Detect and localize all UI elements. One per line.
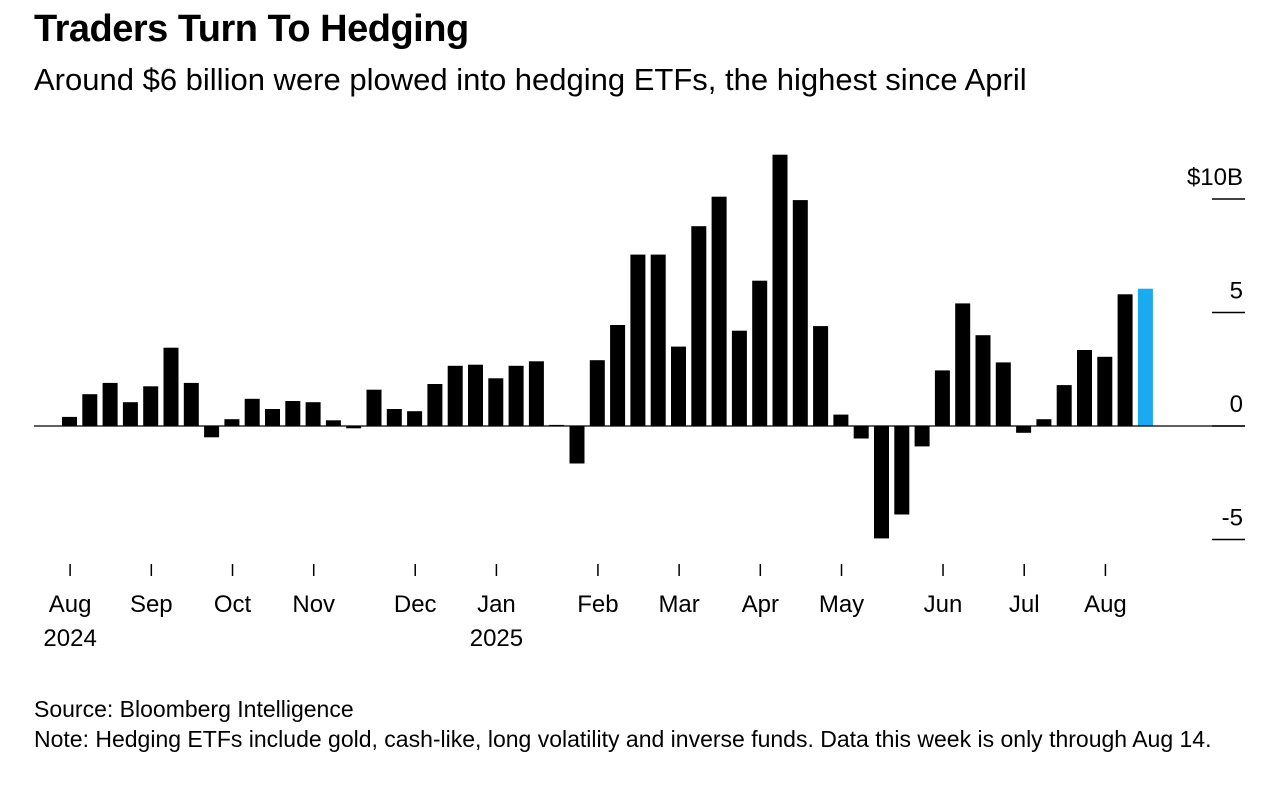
y-tick-label: -5 [1222,505,1243,532]
bars-group [62,154,1153,539]
bar [569,426,585,464]
bar [305,402,321,426]
bar [1016,426,1032,433]
bar [711,196,727,426]
bar [955,303,971,426]
bar [143,386,159,426]
bar [1077,350,1092,426]
bar [386,409,402,426]
bar [183,382,199,426]
bar [833,414,849,426]
bar [285,401,301,426]
x-year-label: 2025 [470,625,523,652]
x-tick-label: May [819,591,864,618]
bar [731,330,747,426]
bar [752,280,768,426]
bar [447,365,463,426]
bar [122,402,138,426]
bar [488,378,504,426]
bar-chart: $10B 5 0 -5 Aug 2024 Sep Oct Nov Dec Jan 2025 Feb Ma… [34,154,1245,652]
bar [62,416,77,426]
bar [691,226,707,426]
bar [468,364,483,426]
y-tick-label: 0 [1230,391,1243,418]
bar [528,361,544,426]
x-axis: Aug 2024 Sep Oct Nov Dec Jan 2025 Feb Mar Apr May Ju… [43,564,1127,652]
bar [853,426,869,439]
data-note: Note: Hedging ETFs include gold, cash-li… [34,726,1212,752]
x-tick-label: Mar [658,591,699,618]
bar [366,389,382,426]
x-tick-label: Feb [577,591,618,618]
bar [894,426,910,515]
x-tick-label: Nov [292,591,335,618]
x-tick-label: Aug [49,591,92,618]
bar [82,394,98,426]
bar [813,326,829,426]
bar [163,347,179,426]
x-year-label: 2024 [43,625,96,652]
bar [1056,385,1072,426]
source-note: Source: Bloomberg Intelligence [34,696,354,722]
bar [224,419,240,426]
x-tick-label: Jun [924,591,963,618]
bar [934,370,950,426]
x-tick-label: Dec [394,591,437,618]
chart-footer: Source: Bloomberg Intelligence Note: Hed… [34,694,1274,754]
x-tick-label: Aug [1084,591,1127,618]
chart-subtitle: Around $6 billion were plowed into hedgi… [34,62,1027,97]
y-tick-label: 5 [1230,278,1243,305]
bar [874,426,889,539]
y-tick-label: $10B [1187,164,1243,191]
bar [630,254,646,426]
x-tick-label: Sep [130,591,173,618]
bar [265,409,280,426]
x-tick-label: Apr [742,591,779,618]
bar [792,200,808,426]
bar [407,411,423,426]
bar [102,382,118,426]
bar [204,426,220,438]
bar [975,335,991,426]
x-tick-label: Jan [477,591,516,618]
chart-title: Traders Turn To Hedging [34,8,469,50]
bar [346,426,362,429]
bar [772,154,788,426]
bar [1036,419,1052,426]
bar [325,420,341,426]
bar [244,398,260,426]
bar [610,325,626,426]
bar [671,346,686,427]
bar [1097,356,1113,426]
bar [589,360,605,426]
bar [995,362,1011,426]
bar [650,254,666,426]
x-tick-label: Jul [1009,591,1040,618]
bar [914,426,930,447]
y-axis: $10B 5 0 -5 [1187,164,1245,541]
bar [1117,294,1133,426]
bar [427,384,443,426]
bar [508,365,524,426]
x-tick-label: Oct [214,591,252,618]
bar-latest [1137,288,1153,426]
